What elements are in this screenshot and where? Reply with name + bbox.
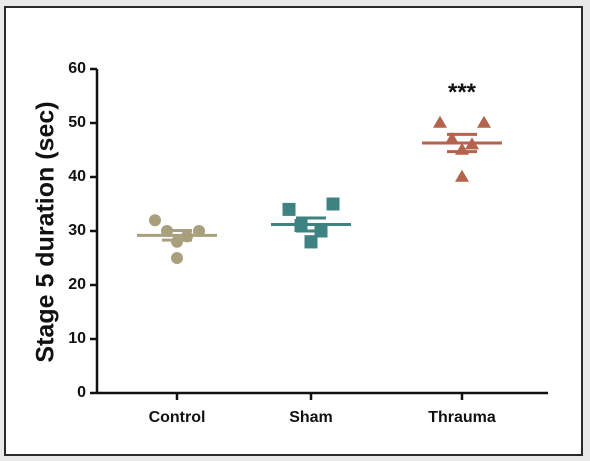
data-point (445, 132, 459, 144)
data-point (465, 137, 479, 150)
data-point (314, 224, 328, 238)
data-point (181, 230, 193, 243)
y-tick-label: 30 (68, 222, 86, 239)
y-tick-label: 60 (68, 60, 86, 77)
y-axis-title: Stage 5 duration (sec) (32, 101, 60, 362)
y-tick-label: 40 (68, 168, 86, 185)
data-point (433, 115, 447, 128)
y-tick-label: 50 (68, 114, 86, 131)
data-point (149, 214, 161, 227)
data-point (161, 225, 173, 237)
significance-annotation: *** (448, 79, 477, 106)
x-tick-label: Thrauma (428, 409, 496, 426)
data-point (193, 225, 205, 237)
y-tick-label: 0 (77, 384, 86, 401)
series-control (137, 214, 217, 264)
x-tick-label: Sham (289, 409, 333, 426)
data-point (282, 202, 296, 216)
series-sham (271, 197, 351, 249)
data-point (171, 252, 183, 264)
figure-frame (4, 6, 583, 456)
axes: 0 10 20 30 40 50 60 Control Sham Thrauma (68, 60, 548, 426)
data-point (171, 235, 183, 248)
data-marks: *** (137, 79, 502, 264)
x-tick-label: Control (149, 409, 206, 426)
y-tick-label: 10 (68, 330, 86, 347)
series-thrauma (422, 115, 502, 182)
data-point (455, 169, 469, 182)
data-point (455, 142, 469, 155)
data-point (477, 115, 491, 128)
data-point (304, 235, 318, 249)
data-point (294, 219, 308, 233)
data-point (326, 197, 340, 211)
y-tick-label: 20 (68, 276, 86, 293)
